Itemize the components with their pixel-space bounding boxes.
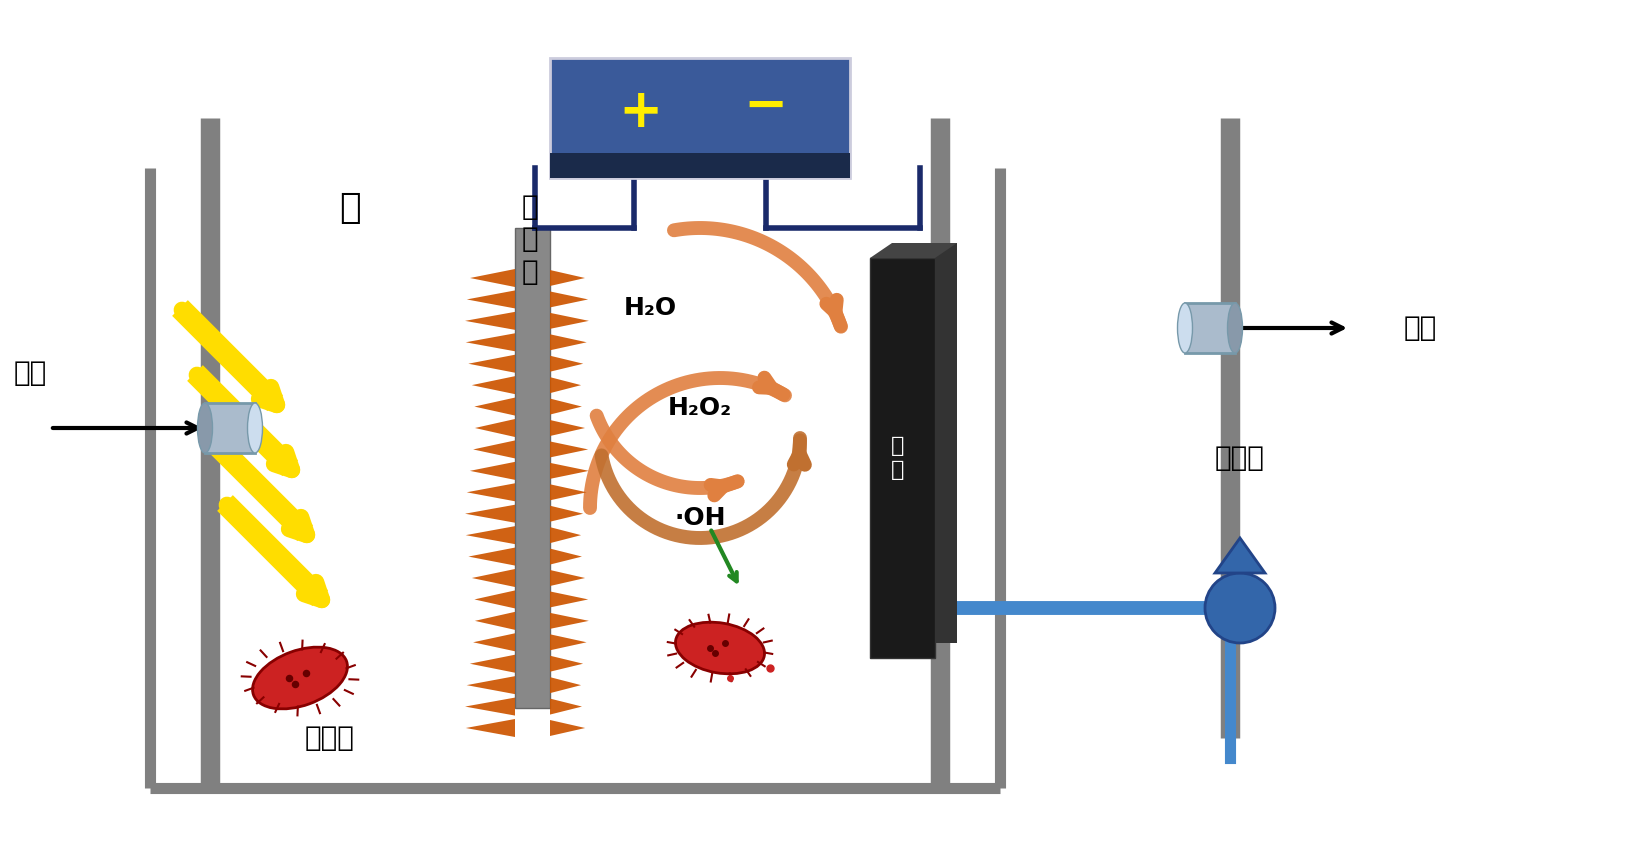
Text: +: + [618, 86, 662, 138]
Polygon shape [472, 633, 515, 651]
Polygon shape [549, 484, 587, 500]
FancyBboxPatch shape [549, 58, 849, 178]
Polygon shape [549, 335, 587, 350]
Polygon shape [472, 569, 515, 587]
Polygon shape [549, 570, 585, 586]
Bar [934, 243, 957, 643]
Polygon shape [467, 676, 515, 694]
Polygon shape [549, 399, 582, 414]
Polygon shape [465, 698, 515, 716]
Text: 出水: 出水 [1403, 314, 1436, 342]
Polygon shape [549, 313, 588, 329]
Polygon shape [549, 441, 588, 457]
Ellipse shape [247, 403, 262, 453]
Polygon shape [549, 613, 588, 629]
Polygon shape [869, 243, 957, 258]
Polygon shape [549, 698, 582, 715]
Bar [869, 258, 934, 658]
Text: 供氧泵: 供氧泵 [1214, 444, 1264, 472]
Polygon shape [549, 462, 588, 479]
FancyBboxPatch shape [1185, 303, 1234, 353]
Circle shape [1205, 573, 1274, 643]
Polygon shape [465, 505, 515, 523]
Text: 微生物: 微生物 [305, 724, 354, 752]
FancyBboxPatch shape [205, 403, 254, 453]
Polygon shape [475, 419, 515, 437]
Polygon shape [549, 656, 583, 672]
Ellipse shape [197, 403, 213, 453]
Text: ·OH: ·OH [674, 506, 726, 530]
Polygon shape [469, 655, 515, 673]
Polygon shape [549, 270, 585, 286]
FancyBboxPatch shape [549, 153, 849, 178]
Ellipse shape [675, 622, 764, 674]
Polygon shape [469, 354, 515, 372]
Polygon shape [467, 483, 515, 501]
Polygon shape [549, 634, 587, 650]
Polygon shape [469, 547, 515, 565]
Text: 光
阳
极: 光 阳 极 [521, 193, 538, 286]
Text: 光: 光 [339, 191, 361, 225]
Polygon shape [465, 526, 515, 544]
Polygon shape [470, 269, 515, 287]
Polygon shape [549, 677, 580, 693]
Polygon shape [470, 462, 515, 480]
Polygon shape [549, 720, 585, 736]
Text: H₂O₂: H₂O₂ [667, 396, 731, 420]
Text: H₂O: H₂O [623, 296, 677, 320]
Polygon shape [472, 376, 515, 394]
Polygon shape [465, 333, 515, 351]
Polygon shape [549, 378, 580, 393]
Ellipse shape [1177, 303, 1192, 353]
Polygon shape [474, 397, 515, 415]
Polygon shape [474, 440, 515, 458]
Polygon shape [475, 612, 515, 630]
Polygon shape [549, 591, 588, 607]
Polygon shape [465, 311, 515, 329]
Polygon shape [467, 290, 515, 308]
Text: 进水: 进水 [13, 359, 46, 387]
Polygon shape [549, 548, 582, 565]
Polygon shape [549, 420, 585, 436]
Polygon shape [549, 292, 588, 307]
Text: 阴
极: 阴 极 [890, 437, 903, 480]
Polygon shape [465, 719, 515, 737]
Polygon shape [1214, 538, 1264, 573]
Bar [515, 228, 549, 708]
Polygon shape [549, 505, 583, 522]
Text: −: − [744, 80, 788, 132]
Polygon shape [549, 527, 580, 543]
Ellipse shape [1226, 303, 1242, 353]
Polygon shape [474, 590, 515, 608]
Ellipse shape [252, 647, 347, 709]
Polygon shape [549, 356, 583, 372]
